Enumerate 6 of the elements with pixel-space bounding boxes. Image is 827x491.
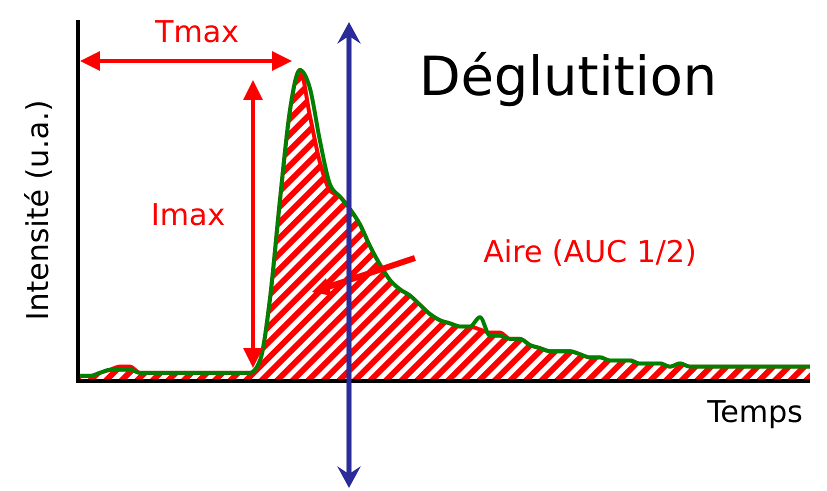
annotation: Imax — [150, 198, 226, 233]
text: Tmax — [154, 15, 239, 50]
y-axis-title: Intensité (u.a.) — [21, 100, 56, 320]
chart-title: Déglutition — [419, 45, 717, 108]
x-axis-title: Temps — [706, 395, 803, 430]
annotation: Aire (AUC 1/2) — [483, 235, 697, 270]
